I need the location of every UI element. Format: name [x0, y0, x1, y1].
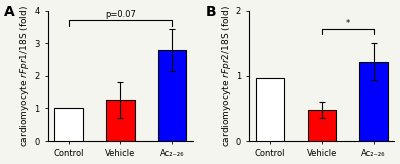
Bar: [158, 50, 186, 141]
Y-axis label: cardiomyocyte $\it{rFpr2}$/18S (fold): cardiomyocyte $\it{rFpr2}$/18S (fold): [220, 5, 233, 147]
Text: B: B: [206, 5, 216, 19]
Bar: [106, 100, 135, 141]
Bar: [359, 62, 388, 141]
Text: A: A: [4, 5, 15, 19]
Bar: [54, 108, 83, 141]
Text: *: *: [346, 19, 350, 28]
Y-axis label: cardiomyocyte $\it{rFpr1}$/18S (fold): cardiomyocyte $\it{rFpr1}$/18S (fold): [18, 5, 31, 147]
Bar: [256, 78, 284, 141]
Bar: [308, 110, 336, 141]
Text: p=0.07: p=0.07: [105, 10, 136, 19]
